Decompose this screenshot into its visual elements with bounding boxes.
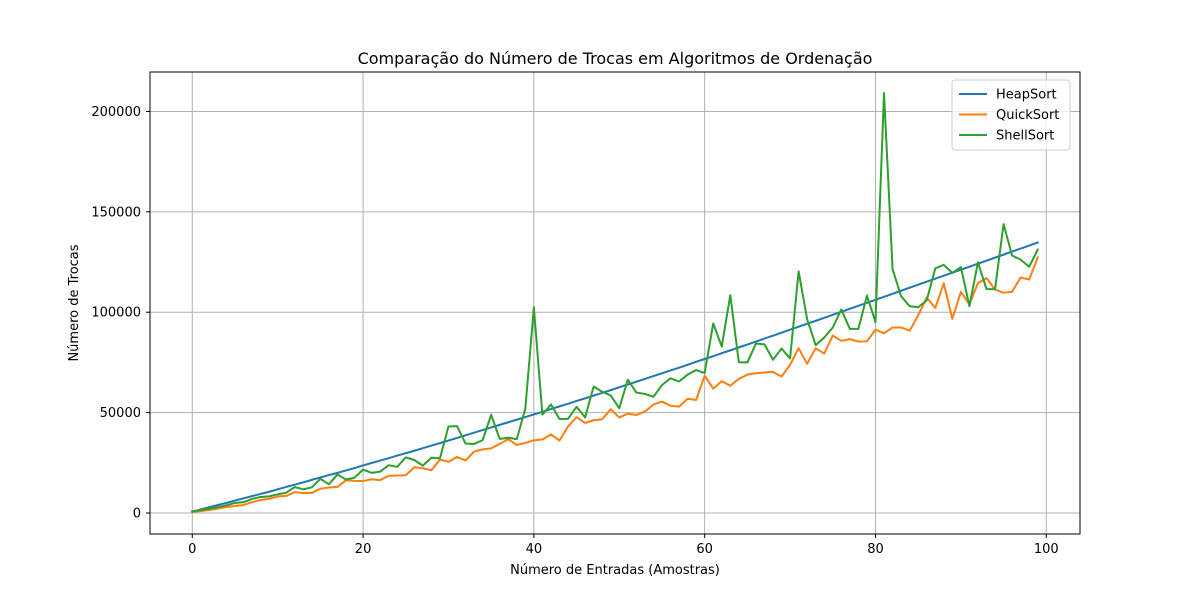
legend-label-quicksort: QuickSort	[996, 108, 1059, 123]
series-lines	[191, 92, 1040, 514]
legend-label-heapsort: HeapSort	[996, 88, 1057, 103]
axis-ticks: 0 20 40 60 80 100 0 50000 100000 150000 200000	[91, 105, 1058, 557]
y-tick-label: 200000	[91, 105, 141, 120]
series-line-shellsort	[191, 92, 1040, 513]
x-tick-label: 60	[696, 542, 713, 557]
x-tick-label: 20	[355, 542, 372, 557]
x-tick-label: 80	[867, 542, 884, 557]
legend-box	[951, 79, 1071, 151]
y-tick-label: 0	[133, 507, 141, 522]
grid	[150, 72, 1080, 534]
x-axis-label: Número de Entradas (Amostras)	[510, 563, 720, 578]
y-tick-label: 150000	[91, 205, 141, 220]
x-tick-label: 100	[1034, 542, 1059, 557]
series-line-quicksort	[191, 256, 1040, 513]
plot-area-frame	[149, 71, 1081, 535]
y-axis-label: Número de Trocas	[67, 244, 82, 361]
series-line-heapsort	[191, 241, 1040, 514]
legend: HeapSort QuickSort ShellSort	[951, 79, 1071, 151]
x-tick-label: 0	[188, 542, 196, 557]
y-tick-label: 100000	[91, 306, 141, 321]
chart-title: Comparação do Número de Trocas em Algori…	[358, 49, 873, 68]
y-tick-label: 50000	[100, 406, 141, 421]
x-tick-label: 40	[526, 542, 543, 557]
legend-label-shellsort: ShellSort	[996, 129, 1054, 144]
